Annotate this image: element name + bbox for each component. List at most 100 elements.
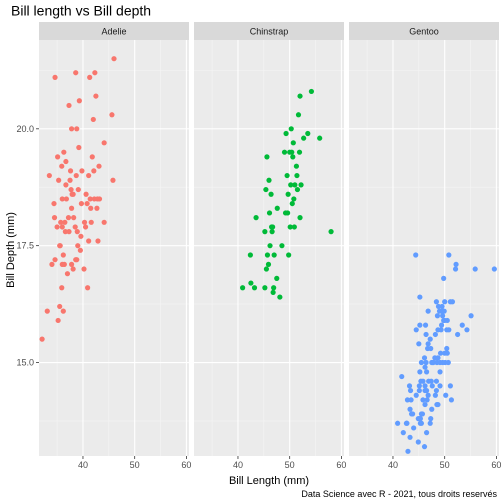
- data-point: [288, 126, 294, 132]
- data-point: [64, 271, 71, 277]
- data-point: [101, 219, 107, 225]
- data-point: [56, 177, 62, 183]
- data-point: [419, 411, 426, 417]
- data-point: [433, 387, 440, 394]
- data-point: [248, 280, 254, 286]
- x-axis: 40 50 60 40 50 60 40 50 60: [78, 456, 501, 470]
- data-point: [87, 74, 93, 80]
- data-point: [271, 285, 277, 291]
- data-point: [438, 327, 444, 333]
- data-point: [446, 252, 452, 258]
- data-point: [285, 191, 291, 197]
- data-point: [88, 219, 94, 225]
- data-point: [52, 74, 58, 80]
- data-point: [63, 196, 70, 202]
- data-point: [491, 266, 497, 272]
- x-tick-label: 50: [440, 460, 450, 470]
- data-point: [74, 257, 80, 263]
- data-point: [400, 430, 406, 436]
- x-tick-label: 50: [285, 460, 295, 470]
- facet-chinstrap: Chinstrap: [194, 22, 344, 456]
- data-point: [442, 299, 448, 305]
- data-point: [430, 359, 436, 366]
- data-point: [296, 149, 303, 155]
- data-point: [468, 313, 474, 319]
- data-point: [277, 294, 283, 300]
- data-point: [295, 112, 302, 118]
- data-point: [432, 331, 438, 338]
- data-point: [418, 420, 425, 426]
- data-point: [427, 336, 433, 342]
- x-tick-label: 40: [233, 460, 243, 470]
- data-point: [449, 299, 456, 305]
- data-point: [110, 177, 116, 183]
- data-point: [247, 252, 253, 258]
- data-point: [444, 350, 450, 356]
- data-point: [444, 317, 450, 324]
- data-point: [308, 88, 315, 95]
- data-point: [425, 308, 431, 314]
- data-point: [94, 205, 100, 211]
- data-point: [290, 140, 296, 146]
- facet-gentoo: Gentoo: [349, 22, 499, 456]
- data-point: [75, 186, 81, 193]
- facet-strip: [349, 22, 499, 40]
- data-point: [71, 215, 77, 221]
- data-point: [65, 215, 72, 221]
- data-point: [51, 200, 57, 207]
- data-point: [286, 252, 292, 258]
- data-point: [417, 294, 423, 300]
- x-tick-label: 50: [130, 460, 140, 470]
- data-point: [93, 93, 99, 99]
- data-point: [413, 327, 419, 333]
- data-point: [86, 172, 92, 179]
- data-point: [428, 345, 434, 352]
- facet-strip-label: Gentoo: [409, 27, 439, 37]
- y-tick-label: 20.0: [16, 124, 34, 134]
- data-point: [444, 345, 450, 352]
- data-point: [420, 397, 426, 403]
- data-point: [418, 359, 425, 366]
- data-point: [263, 266, 270, 272]
- data-point: [96, 196, 103, 202]
- data-point: [405, 448, 411, 454]
- data-point: [85, 285, 91, 291]
- data-point: [423, 387, 430, 394]
- data-point: [290, 154, 296, 160]
- data-point: [420, 378, 426, 384]
- data-point: [410, 411, 416, 417]
- data-point: [281, 149, 288, 155]
- data-point: [293, 163, 300, 169]
- data-point: [74, 229, 80, 235]
- data-point: [416, 383, 422, 389]
- y-axis: 15.0 17.5 20.0: [16, 124, 39, 368]
- data-point: [421, 444, 428, 450]
- data-point: [264, 154, 270, 160]
- data-point: [416, 341, 422, 347]
- data-point: [294, 186, 301, 193]
- y-axis-title: Bill Depth (mm): [5, 212, 17, 288]
- data-point: [73, 172, 79, 179]
- y-tick-label: 15.0: [16, 358, 34, 368]
- data-point: [79, 168, 85, 174]
- data-point: [78, 233, 84, 239]
- data-point: [279, 243, 285, 249]
- data-point: [61, 261, 67, 267]
- data-point: [297, 93, 303, 99]
- data-point: [66, 229, 72, 235]
- data-point: [317, 135, 323, 141]
- data-point: [443, 392, 449, 398]
- chart-caption: Data Science avec R - 2021, tous droits …: [301, 489, 497, 499]
- data-point: [61, 149, 67, 155]
- data-point: [76, 98, 82, 104]
- facet-strip: [194, 22, 344, 40]
- data-point: [274, 205, 280, 211]
- data-point: [453, 261, 459, 267]
- data-point: [59, 163, 65, 169]
- chart-title: Bill length vs Bill depth: [11, 3, 151, 19]
- x-tick-label: 40: [388, 460, 398, 470]
- data-point: [74, 126, 80, 132]
- data-point: [437, 350, 444, 356]
- data-point: [455, 331, 461, 338]
- facet-panels: Adelie Chinstrap Gentoo: [39, 22, 499, 456]
